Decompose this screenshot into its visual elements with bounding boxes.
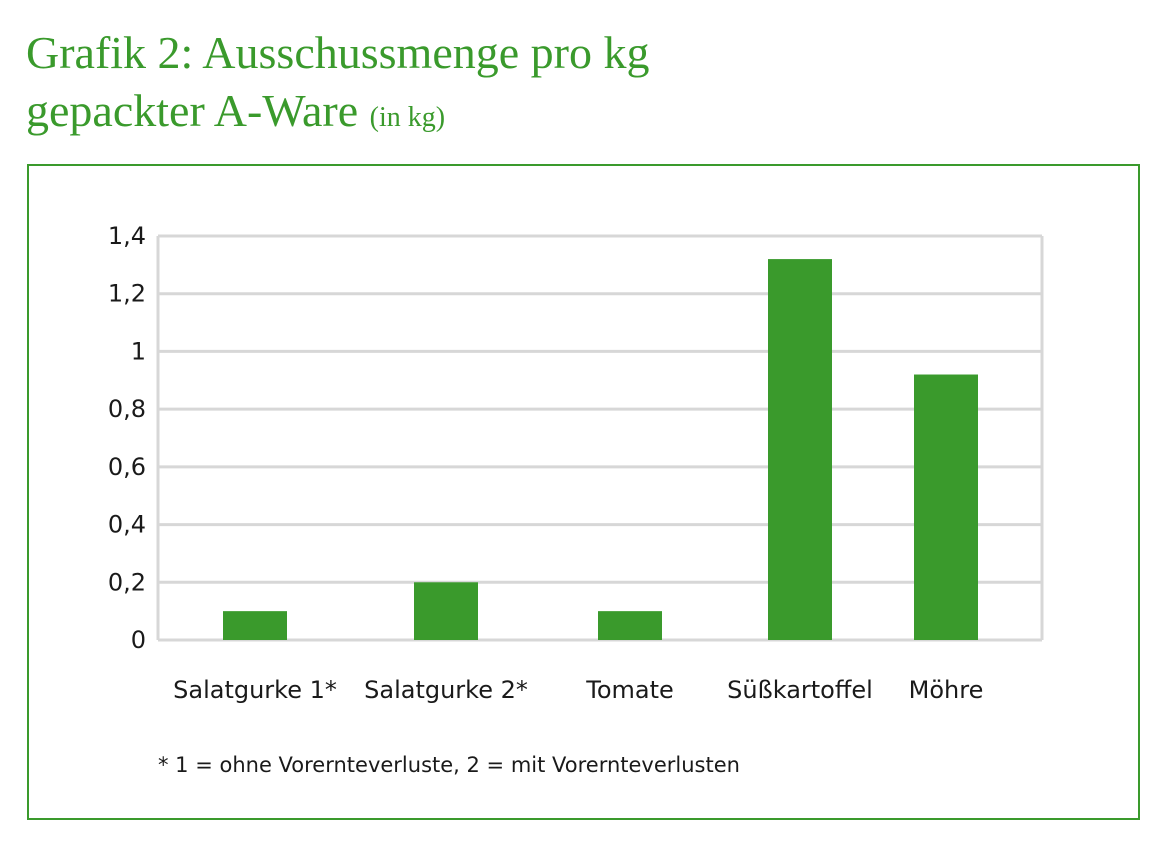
y-tick-label: 0,2 <box>108 568 146 596</box>
y-tick-label: 0,6 <box>108 453 146 481</box>
y-tick-label: 0,8 <box>108 395 146 423</box>
x-axis-category-labels: Salatgurke 1* Salatgurke 2* Tomate Süßkarto… <box>173 676 983 704</box>
chart-frame <box>27 164 1140 820</box>
y-tick-label: 1 <box>131 337 146 365</box>
bar <box>223 611 287 640</box>
chart-footnote: * 1 = ohne Vorernteverluste, 2 = mit Vor… <box>158 753 740 777</box>
y-tick-label: 0,4 <box>108 511 146 539</box>
chart-title-line-2-text: gepackter A-Ware <box>26 85 359 136</box>
grid-lines <box>156 234 1044 642</box>
chart-title: Grafik 2: Ausschussmenge pro kg gepackte… <box>26 24 649 147</box>
y-tick-label: 1,2 <box>108 280 146 308</box>
y-axis-tick-labels: 0 0,2 0,4 0,6 0,8 1 1,2 1,4 <box>108 222 146 654</box>
bars <box>223 259 978 640</box>
x-category-label: Tomate <box>585 676 674 704</box>
x-category-label: Möhre <box>909 676 984 704</box>
y-tick-label: 0 <box>131 626 146 654</box>
x-category-label: Salatgurke 2* <box>364 676 528 704</box>
y-tick-label: 1,4 <box>108 222 146 250</box>
chart-title-line-1: Grafik 2: Ausschussmenge pro kg <box>26 27 650 78</box>
bar <box>914 374 978 640</box>
bar <box>598 611 662 640</box>
x-category-label: Salatgurke 1* <box>173 676 337 704</box>
bar <box>414 582 478 640</box>
bar <box>768 259 832 640</box>
chart-title-unit: (in kg) <box>369 102 446 133</box>
x-category-label: Süßkartoffel <box>727 676 873 704</box>
chart-title-line-2: gepackter A-Ware (in kg) <box>26 82 649 147</box>
